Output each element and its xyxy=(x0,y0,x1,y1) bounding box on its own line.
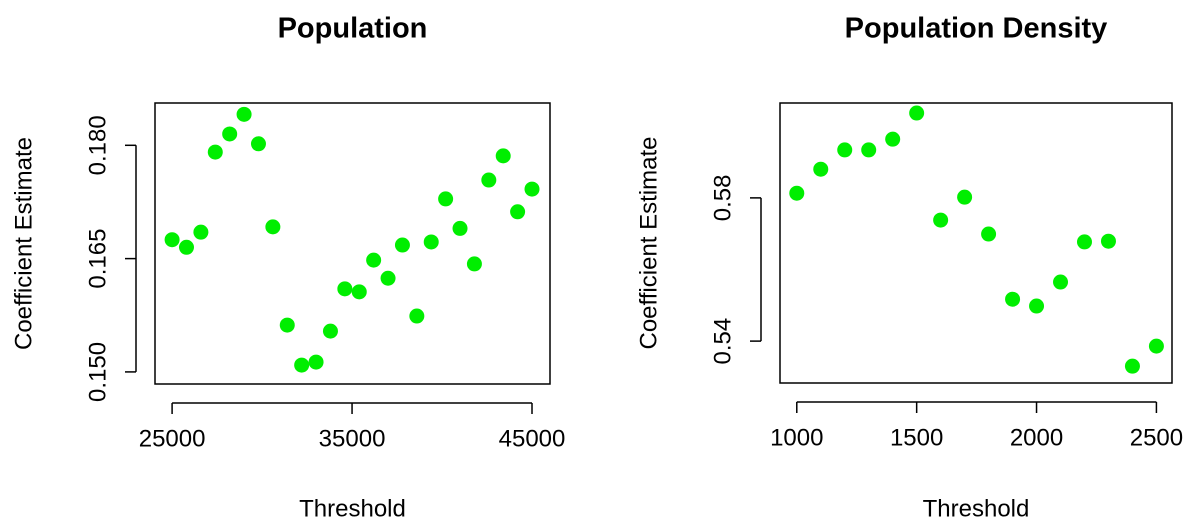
y-axis-label: Coefficient Estimate xyxy=(10,137,37,350)
point xyxy=(933,212,949,228)
y-tick-label: 0.54 xyxy=(709,318,736,365)
x-axis-label: Threshold xyxy=(299,495,406,522)
point xyxy=(861,142,877,158)
x-tick-label: 2000 xyxy=(1010,424,1063,451)
point xyxy=(1005,291,1021,307)
point xyxy=(957,189,973,205)
point xyxy=(337,281,353,297)
point xyxy=(207,144,223,160)
point xyxy=(481,172,497,188)
x-tick-label: 2500 xyxy=(1130,424,1183,451)
plot-frame xyxy=(154,102,551,385)
point xyxy=(981,226,997,242)
x-tick-label: 1500 xyxy=(890,424,943,451)
point xyxy=(452,220,468,236)
x-tick-label: 1000 xyxy=(770,424,823,451)
point xyxy=(236,106,252,122)
point xyxy=(178,239,194,255)
y-tick-label: 0.150 xyxy=(84,342,111,402)
x-tick-label: 25000 xyxy=(139,425,206,452)
point xyxy=(409,308,425,324)
point xyxy=(466,256,482,272)
point xyxy=(1076,234,1092,250)
x-tick-label: 35000 xyxy=(319,425,386,452)
chart-title: Population Density xyxy=(845,13,1108,45)
point xyxy=(351,284,367,300)
point xyxy=(1100,233,1116,249)
point xyxy=(438,191,454,207)
point xyxy=(837,142,853,158)
point xyxy=(322,323,338,339)
point xyxy=(909,105,925,121)
point xyxy=(524,181,540,197)
point xyxy=(250,136,266,152)
y-tick-label: 0.180 xyxy=(84,115,111,175)
point xyxy=(380,270,396,286)
point xyxy=(164,232,180,248)
point xyxy=(308,354,324,370)
point xyxy=(265,219,281,235)
point xyxy=(366,252,382,268)
point xyxy=(1124,358,1140,374)
x-tick-label: 45000 xyxy=(499,425,566,452)
plot-frame xyxy=(779,102,1173,384)
point xyxy=(193,224,209,240)
point xyxy=(813,161,829,177)
point xyxy=(423,234,439,250)
y-tick-label: 0.165 xyxy=(84,229,111,289)
point xyxy=(1053,274,1069,290)
y-axis-label: Coefficient Estimate xyxy=(635,137,662,350)
x-axis-label: Threshold xyxy=(923,495,1030,522)
point xyxy=(495,148,511,164)
point xyxy=(789,185,805,201)
point xyxy=(1029,298,1045,314)
y-tick-label: 0.58 xyxy=(709,175,736,222)
point xyxy=(294,357,310,373)
point xyxy=(510,204,526,220)
point xyxy=(885,131,901,147)
point xyxy=(222,126,238,142)
point xyxy=(279,317,295,333)
chart-title: Population xyxy=(278,13,428,45)
point xyxy=(1148,338,1164,354)
point xyxy=(394,237,410,253)
